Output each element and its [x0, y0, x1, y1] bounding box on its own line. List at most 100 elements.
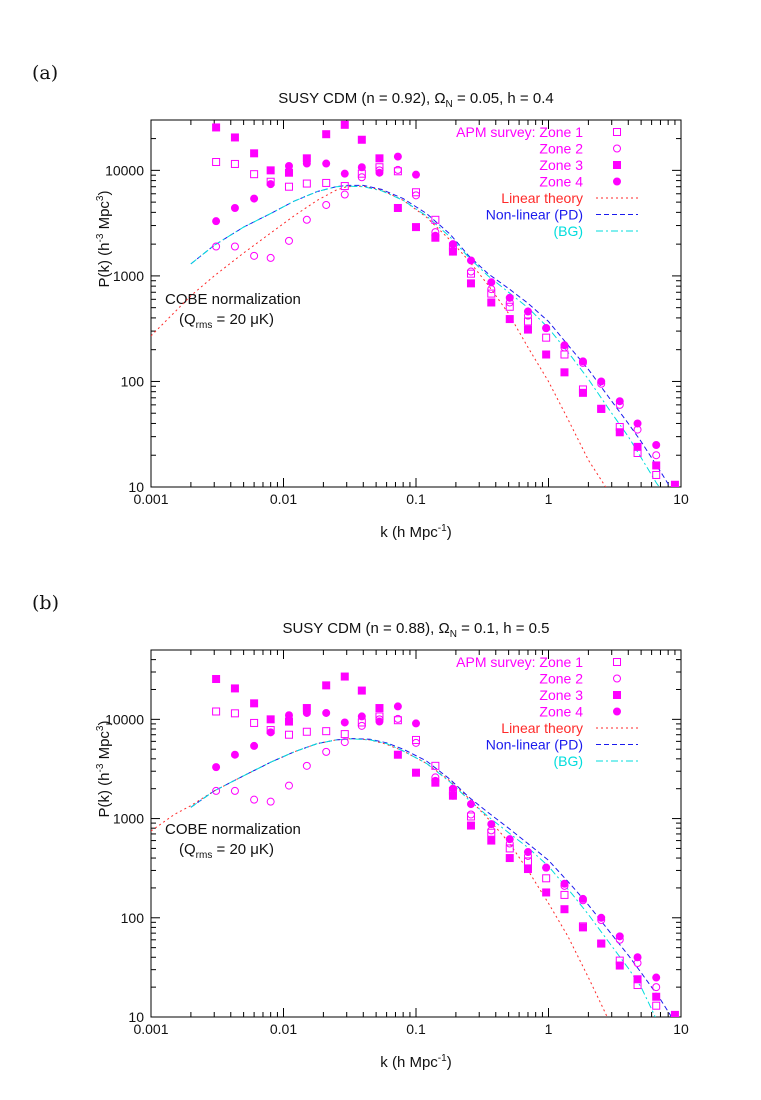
data-point: [340, 738, 349, 747]
legend-label: Non-linear (PD): [486, 737, 583, 753]
data-point: [466, 810, 475, 819]
data-point: [487, 836, 496, 845]
data-point: [448, 784, 457, 793]
data-point: [487, 820, 496, 829]
data-point: [322, 708, 331, 717]
data-point: [633, 419, 642, 428]
x-tick-label: 10: [673, 491, 689, 507]
annotation-q-sub: rms: [195, 320, 213, 331]
legend-label: (BG): [553, 753, 583, 769]
x-tick-label: 0.1: [406, 1021, 426, 1037]
legend-swatch: [613, 658, 621, 666]
data-point: [302, 179, 311, 188]
data-point: [322, 747, 331, 756]
data-point: [250, 251, 259, 260]
annotation-line1: COBE normalization: [165, 821, 301, 838]
data-point: [505, 844, 514, 853]
annotation-q: (Q: [179, 841, 196, 858]
title-main: SUSY CDM (n = 0.88),: [282, 620, 435, 637]
y-tick-label: 100: [121, 910, 145, 926]
data-point: [340, 190, 349, 199]
legend-label: APM survey: Zone 1: [456, 124, 583, 140]
annotation: COBE normalization (Qrms = 20 μK): [165, 820, 301, 866]
data-point: [284, 168, 293, 177]
data-point: [357, 712, 366, 721]
data-point: [560, 350, 569, 359]
data-point: [212, 123, 221, 132]
data-point: [266, 180, 275, 189]
legend-label: (BG): [553, 223, 583, 239]
data-point: [466, 267, 475, 276]
plot-area: 0.001 0.01 0.1 1 10 10 100 1000 10000 APM survey:…: [105, 119, 689, 507]
legend-swatch: [613, 144, 621, 153]
data-point: [212, 675, 221, 684]
data-point: [212, 763, 221, 772]
data-point: [448, 791, 457, 800]
data-point: [466, 256, 475, 265]
data-point: [230, 750, 239, 759]
data-point: [412, 223, 420, 232]
annotation: COBE normalization (Qrms = 20 μK): [165, 290, 301, 336]
data-point: [652, 983, 661, 992]
legend-label: Zone 4: [539, 174, 583, 190]
plot-area: 0.001 0.01 0.1 1 10 10 100 1000 10000 APM survey:…: [105, 649, 689, 1037]
data-point: [284, 161, 293, 170]
data-point: [412, 768, 420, 777]
data-point: [250, 795, 259, 804]
data-point: [523, 857, 532, 866]
data-point: [597, 939, 606, 948]
legend-label: Linear theory: [501, 190, 583, 206]
title-rest: = 0.1, h = 0.5: [461, 620, 550, 637]
data-point: [322, 130, 331, 139]
data-point: [633, 442, 642, 451]
data-point: [448, 247, 457, 256]
data-point: [523, 307, 532, 316]
data-point: [542, 324, 551, 333]
xlabel-sup: -1: [437, 1053, 447, 1064]
data-point: [431, 215, 440, 224]
data-point: [250, 170, 259, 179]
data-point: [212, 707, 221, 716]
x-tick-label: 0.001: [133, 491, 168, 507]
data-point: [487, 828, 496, 837]
data-point: [250, 741, 259, 750]
data-point: [250, 194, 259, 203]
data-point: [266, 166, 275, 175]
series-line: [151, 185, 607, 487]
data-point: [412, 191, 420, 200]
x-axis-label: k (h Mpc-1): [151, 523, 681, 541]
data-point: [322, 727, 331, 736]
data-point: [578, 894, 587, 903]
data-point: [615, 428, 624, 437]
x-tick-label: 0.1: [406, 491, 426, 507]
title-omega-sub: N: [449, 629, 457, 640]
data-point: [560, 341, 569, 350]
data-point: [284, 711, 293, 720]
x-tick-label: 0.01: [270, 1021, 297, 1037]
data-point: [393, 750, 402, 759]
series-line: [190, 738, 656, 1017]
data-point: [431, 761, 440, 770]
data-point: [487, 289, 496, 298]
data-point: [542, 863, 551, 872]
data-point: [670, 1010, 679, 1017]
data-point: [633, 975, 642, 984]
data-point: [212, 786, 221, 795]
series-line: [190, 185, 660, 487]
data-point: [302, 708, 311, 717]
series-line: [151, 738, 608, 1017]
title-omega: Ω: [438, 620, 450, 637]
data-point: [357, 163, 366, 172]
data-point: [487, 278, 496, 287]
y-tick-label: 10000: [105, 162, 144, 178]
data-point: [560, 890, 569, 899]
data-point: [597, 913, 606, 922]
data-point: [284, 730, 293, 739]
data-point: [560, 368, 569, 377]
legend-swatch: [613, 161, 621, 169]
x-tick-label: 1: [545, 1021, 553, 1037]
data-point: [302, 727, 311, 736]
data-point: [230, 786, 239, 795]
data-point: [505, 315, 514, 324]
y-tick-label: 1000: [113, 811, 144, 827]
